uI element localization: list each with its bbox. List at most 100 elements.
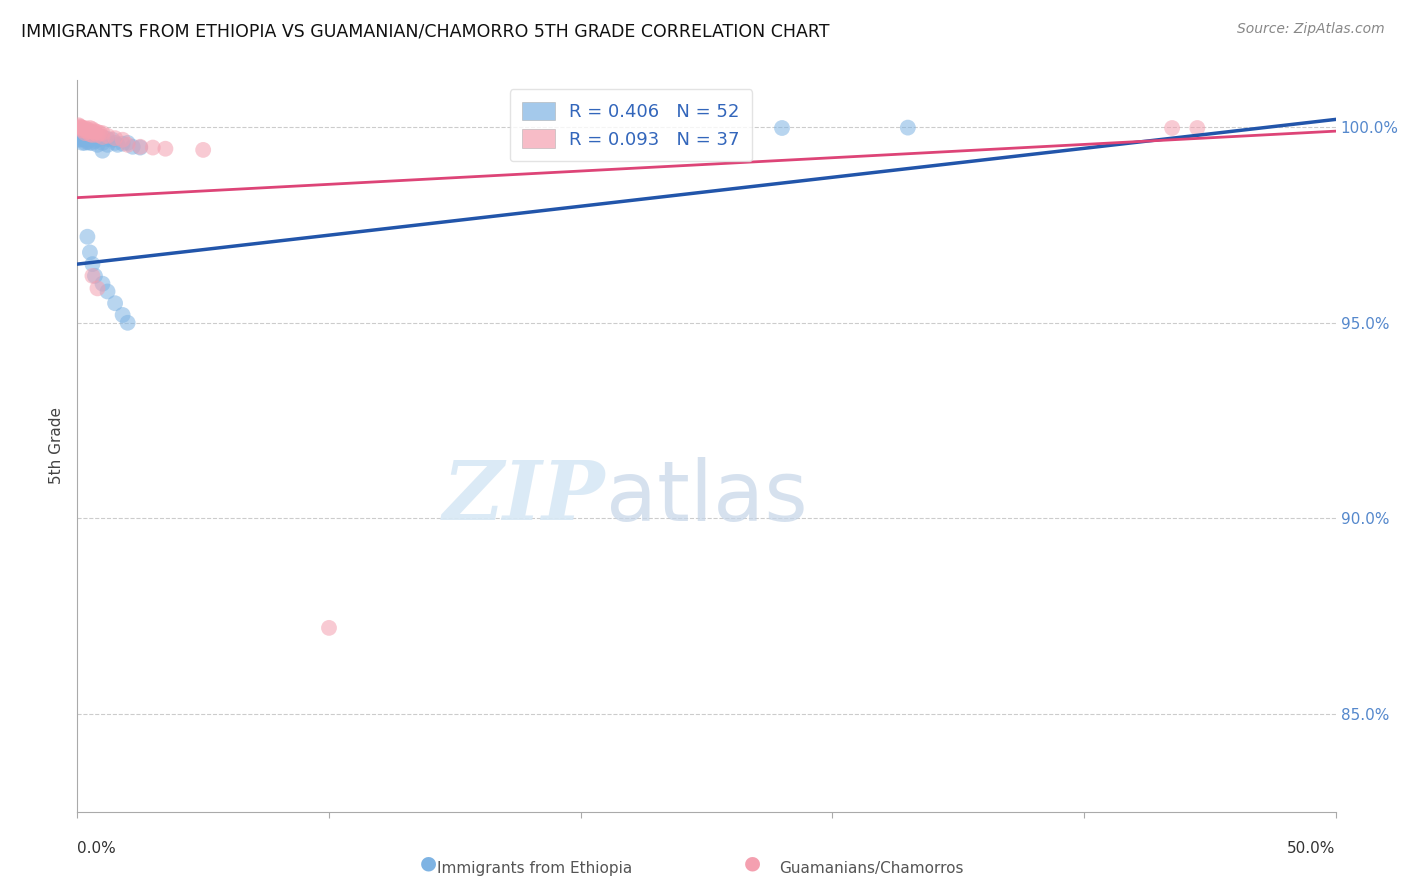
Point [72,128,94,143]
Point [73,123,96,137]
Text: Source: ZipAtlas.com: Source: ZipAtlas.com [1237,22,1385,37]
Point [91,130,114,145]
Point [155,142,177,156]
Point [82,136,104,150]
Point [121,140,143,154]
Text: ●: ● [744,854,761,872]
Point [67,128,90,142]
Point [89,126,111,140]
Point [79,136,101,150]
Point [73,136,96,150]
Text: Immigrants from Ethiopia: Immigrants from Ethiopia [437,861,631,876]
Point [129,140,152,154]
Point [111,133,134,147]
Point [79,124,101,138]
Point [91,144,114,158]
Point [82,257,104,271]
Point [73,126,96,140]
Point [104,296,127,310]
Point [79,125,101,139]
Point [1187,120,1209,135]
Point [86,125,108,139]
Legend: R = 0.406   N = 52, R = 0.093   N = 37: R = 0.406 N = 52, R = 0.093 N = 37 [509,89,752,161]
Point [86,281,108,295]
Point [86,133,108,147]
Point [82,122,104,136]
Point [84,134,107,148]
Point [73,124,96,138]
Point [79,128,101,143]
Point [191,143,215,157]
Point [1161,120,1184,135]
Point [82,125,104,139]
Point [84,268,107,283]
Y-axis label: 5th Grade: 5th Grade [49,408,65,484]
Point [82,131,104,145]
Point [117,137,139,152]
Point [107,137,129,152]
Point [76,135,98,149]
Point [67,118,90,132]
Point [73,130,96,145]
Point [86,128,108,142]
Point [76,131,98,145]
Point [69,130,91,145]
Text: IMMIGRANTS FROM ETHIOPIA VS GUAMANIAN/CHAMORRO 5TH GRADE CORRELATION CHART: IMMIGRANTS FROM ETHIOPIA VS GUAMANIAN/CH… [21,22,830,40]
Point [69,133,91,147]
Point [91,126,114,140]
Point [104,136,127,150]
Text: Guamanians/Chamorros: Guamanians/Chamorros [779,861,965,876]
Point [96,285,118,299]
Point [72,125,94,139]
Point [96,132,118,146]
Point [111,308,134,322]
Point [79,245,101,260]
Point [82,128,104,142]
Point [76,229,98,244]
Point [104,131,127,145]
Point [129,140,152,154]
Point [70,123,93,137]
Point [73,133,96,147]
Point [72,123,94,137]
Point [96,137,118,152]
Point [318,621,340,635]
Point [84,128,107,143]
Point [76,122,98,136]
Point [72,136,94,150]
Point [91,130,114,145]
Point [79,120,101,135]
Point [82,128,104,142]
Point [76,128,98,142]
Point [91,136,114,150]
Point [96,128,118,143]
Point [91,277,114,291]
Text: ●: ● [420,854,437,872]
Point [72,131,94,145]
Point [84,124,107,138]
Point [142,140,165,154]
Point [79,132,101,146]
Point [117,316,139,330]
Point [84,126,107,140]
Point [117,136,139,150]
Text: 0.0%: 0.0% [77,841,117,856]
Point [69,132,91,146]
Point [897,120,920,135]
Point [86,128,108,142]
Point [76,125,98,139]
Point [69,120,91,134]
Point [79,128,101,142]
Point [67,126,90,140]
Point [770,120,793,135]
Point [69,120,91,135]
Point [72,120,94,135]
Point [111,136,134,151]
Text: 50.0%: 50.0% [1288,841,1336,856]
Point [101,133,124,147]
Point [82,268,104,283]
Point [73,126,96,140]
Text: atlas: atlas [606,457,807,538]
Point [70,120,93,135]
Text: ZIP: ZIP [443,458,606,537]
